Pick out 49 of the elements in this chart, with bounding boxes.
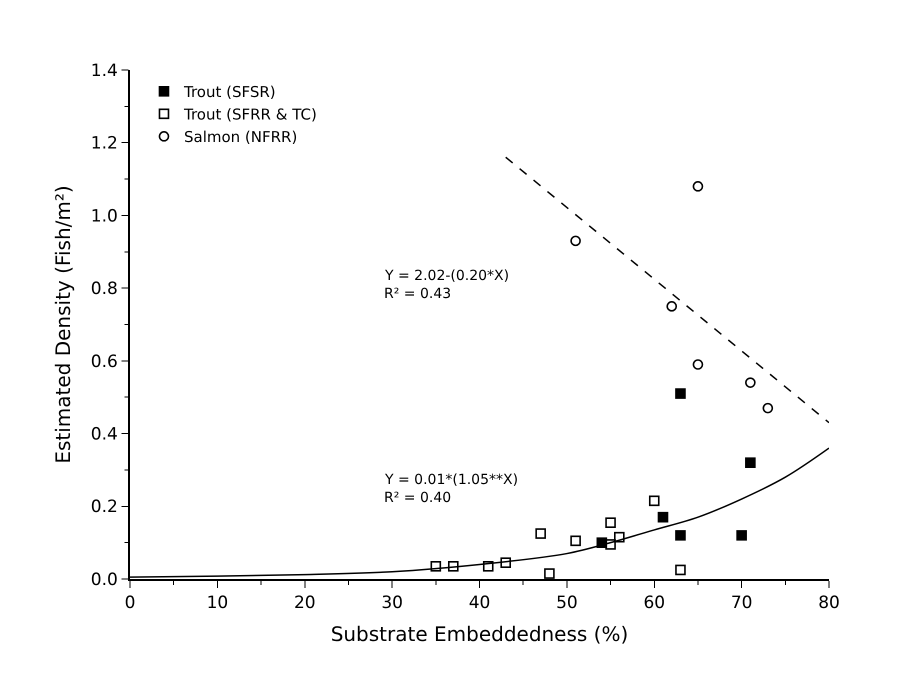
x-tick-label: 60 [643,593,666,614]
point [745,457,756,468]
y-tick-label: 1.4 [90,60,118,81]
y-tick-label: 0.2 [90,497,118,518]
point [692,181,704,192]
y-tick-label: 0.6 [90,352,118,372]
point [666,301,678,312]
annotation: Y = 0.01*(1.05**X) [384,472,518,488]
point [448,560,459,572]
annotation: R² = 0.40 [384,490,452,506]
annotation: R² = 0.43 [384,286,452,302]
legend-label: Salmon (NFRR) [184,128,298,146]
x-tick-label: 70 [730,593,752,614]
point [482,560,494,572]
x-tick-label: 30 [381,593,403,614]
point [692,359,704,370]
point [675,530,686,541]
y-tick-label: 0.8 [90,279,118,300]
y-tick-label: 1.0 [90,206,118,226]
x-axis-title: Substrate Embeddedness (%) [330,622,628,646]
x-tick-label: 20 [294,593,316,614]
x-tick-label: 50 [556,593,578,614]
point [675,388,686,399]
point [648,496,660,506]
point [570,536,581,546]
point [605,517,616,528]
y-tick-label: 1.2 [90,134,118,154]
y-tick-label: 0.0 [90,570,118,590]
x-tick-label: 40 [468,593,490,614]
annotation: Y = 2.02-(0.20*X) [384,268,510,284]
point [675,564,686,576]
point [658,512,668,522]
point [745,377,756,388]
x-tick-label: 10 [206,593,228,614]
point [535,528,546,539]
point [736,530,747,541]
point [544,568,555,579]
y-tick-label: 0.4 [90,424,118,445]
legend-label: Trout (SFRR & TC) [182,106,317,124]
legend-label: Trout (SFSR) [182,83,276,102]
point [500,557,512,568]
point [762,402,774,414]
x-tick-label: 80 [818,593,840,614]
point [605,539,616,550]
y-axis-title: Estimated Density (Fish/m²) [50,185,75,464]
point [430,560,442,572]
point [614,532,625,542]
x-tick-label: 0 [124,593,136,614]
point [570,236,581,246]
